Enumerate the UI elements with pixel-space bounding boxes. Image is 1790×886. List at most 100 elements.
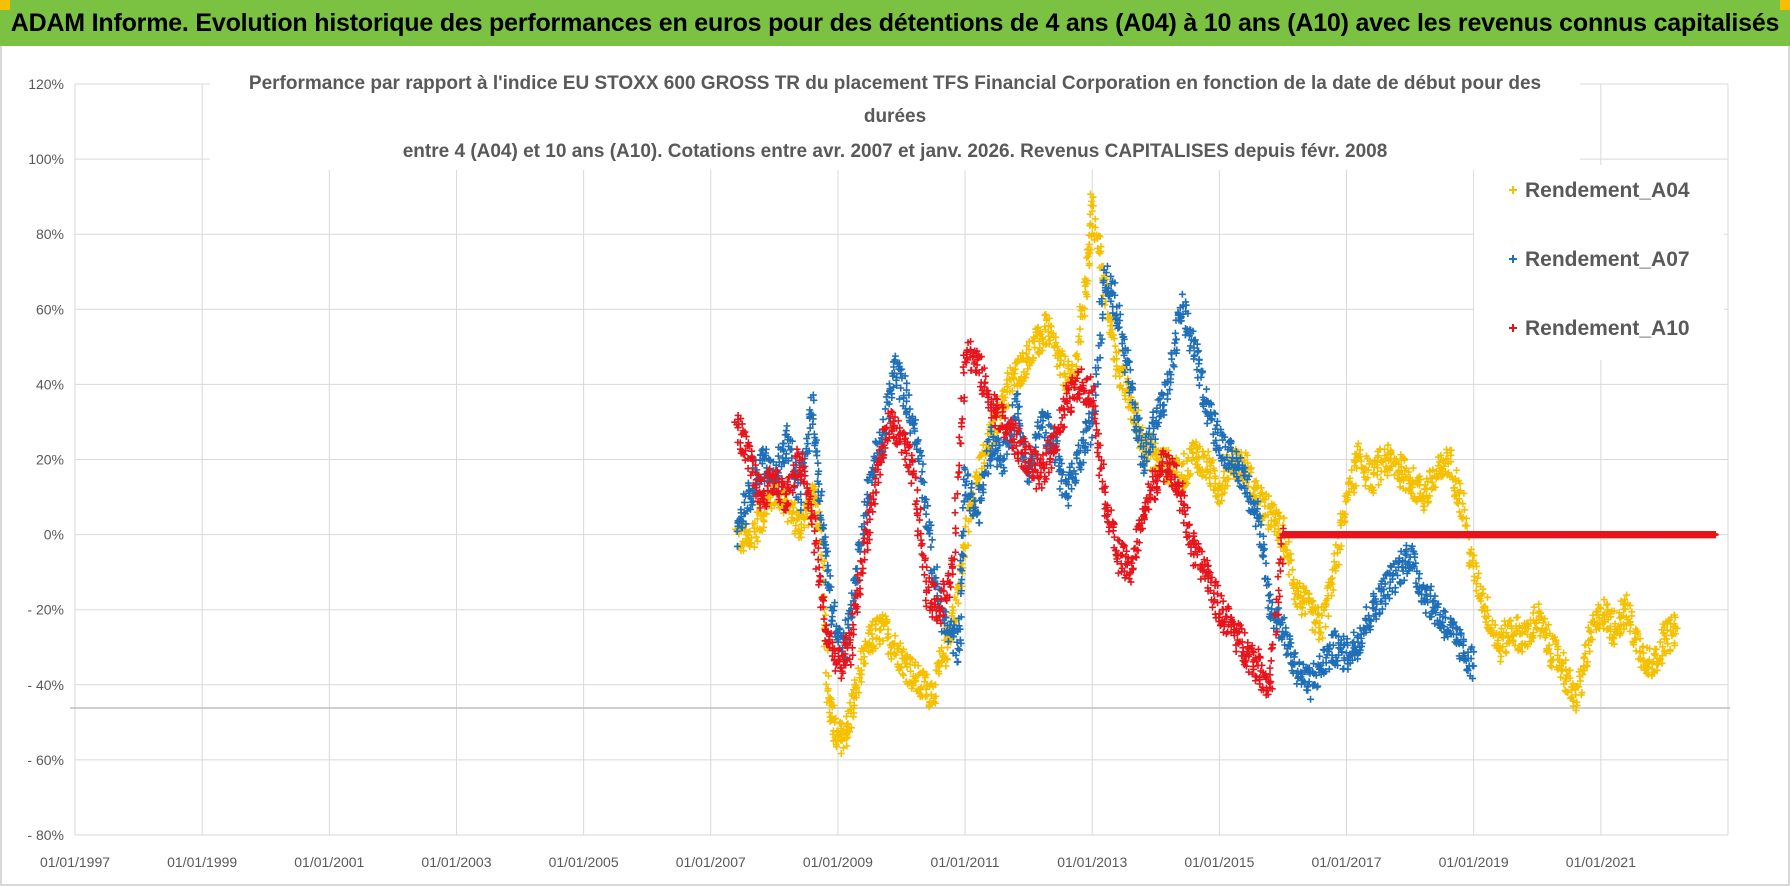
point-Rendement_A04	[1027, 359, 1035, 367]
point-Rendement_A07	[1376, 609, 1384, 617]
point-Rendement_A07	[908, 412, 916, 420]
point-Rendement_A10	[923, 563, 931, 571]
point-Rendement_A10	[1173, 491, 1181, 499]
point-Rendement_A04	[1214, 492, 1222, 500]
point-Rendement_A10	[815, 578, 823, 586]
point-Rendement_A10	[861, 526, 869, 534]
point-Rendement_A10	[820, 597, 828, 605]
point-Rendement_A10	[805, 487, 813, 495]
point-Rendement_A04	[1223, 482, 1231, 490]
point-Rendement_A04	[1315, 635, 1323, 643]
point-Rendement_A07	[1382, 600, 1390, 608]
point-Rendement_A10	[1140, 511, 1148, 519]
point-Rendement_A04	[1455, 495, 1463, 503]
point-Rendement_A04	[1085, 261, 1093, 269]
point-Rendement_A04	[932, 692, 940, 700]
point-Rendement_A04	[1072, 362, 1080, 370]
point-Rendement_A04	[1211, 472, 1219, 480]
point-Rendement_A07	[827, 620, 835, 628]
point-Rendement_A07	[993, 463, 1001, 471]
point-Rendement_A10	[874, 479, 882, 487]
point-Rendement_A07	[1246, 492, 1254, 500]
point-Rendement_A07	[984, 470, 992, 478]
point-Rendement_A04	[1081, 312, 1089, 320]
point-Rendement_A10	[759, 496, 767, 504]
point-Rendement_A10	[1258, 661, 1266, 669]
point-Rendement_A04	[1617, 629, 1625, 637]
point-Rendement_A07	[1206, 411, 1214, 419]
point-Rendement_A07	[914, 436, 922, 444]
point-Rendement_A07	[1402, 548, 1410, 556]
point-Rendement_A07	[879, 415, 887, 423]
point-Rendement_A07	[885, 400, 893, 408]
point-Rendement_A07	[1450, 618, 1458, 626]
point-Rendement_A04	[1524, 642, 1532, 650]
point-Rendement_A10	[1267, 657, 1275, 665]
point-Rendement_A07	[1168, 355, 1176, 363]
point-Rendement_A04	[1203, 466, 1211, 474]
point-Rendement_A07	[1245, 472, 1253, 480]
point-Rendement_A07	[1431, 592, 1439, 600]
point-Rendement_A04	[936, 647, 944, 655]
point-Rendement_A10	[1241, 629, 1249, 637]
point-Rendement_A07	[828, 617, 836, 625]
point-Rendement_A04	[1319, 634, 1327, 642]
point-Rendement_A04	[1390, 471, 1398, 479]
point-Rendement_A10	[1091, 402, 1099, 410]
point-Rendement_A10	[1021, 438, 1029, 446]
point-Rendement_A10	[854, 571, 862, 579]
point-Rendement_A10	[811, 515, 819, 523]
point-Rendement_A10	[742, 432, 750, 440]
point-Rendement_A10	[741, 447, 749, 455]
point-Rendement_A07	[1223, 453, 1231, 461]
point-Rendement_A04	[923, 692, 931, 700]
point-Rendement_A04	[938, 657, 946, 665]
point-Rendement_A07	[817, 491, 825, 499]
point-Rendement_A07	[870, 471, 878, 479]
point-Rendement_A04	[1536, 632, 1544, 640]
point-Rendement_A04	[1206, 474, 1214, 482]
point-Rendement_A04	[1058, 347, 1066, 355]
point-Rendement_A10	[1077, 365, 1085, 373]
point-Rendement_A07	[733, 527, 741, 535]
point-Rendement_A10	[1179, 488, 1187, 496]
point-Rendement_A10	[1095, 430, 1103, 438]
point-Rendement_A04	[1247, 464, 1255, 472]
point-Rendement_A04	[1516, 644, 1523, 652]
point-Rendement_A10	[1194, 540, 1202, 548]
point-Rendement_A10	[828, 638, 836, 646]
point-Rendement_A04	[1587, 628, 1595, 636]
point-Rendement_A07	[1098, 300, 1106, 308]
point-Rendement_A10	[957, 439, 965, 447]
point-Rendement_A10	[1053, 446, 1061, 454]
point-Rendement_A10	[1151, 495, 1159, 503]
point-Rendement_A10	[1264, 690, 1272, 698]
point-Rendement_A10	[1214, 599, 1222, 607]
point-Rendement_A04	[872, 621, 880, 629]
point-Rendement_A04	[944, 643, 952, 651]
point-Rendement_A04	[1607, 613, 1615, 621]
point-Rendement_A07	[1125, 358, 1133, 366]
point-Rendement_A10	[1146, 491, 1154, 499]
point-Rendement_A07	[779, 445, 787, 453]
point-Rendement_A10	[911, 500, 919, 508]
point-Rendement_A10	[1120, 567, 1128, 575]
point-Rendement_A07	[1434, 600, 1442, 608]
point-Rendement_A07	[1378, 605, 1386, 613]
point-Rendement_A10	[1275, 598, 1282, 606]
point-Rendement_A07	[1166, 386, 1174, 394]
point-Rendement_A10	[867, 501, 875, 509]
point-Rendement_A10	[834, 647, 842, 655]
point-Rendement_A04	[899, 671, 907, 679]
point-Rendement_A10	[860, 538, 868, 546]
point-Rendement_A07	[918, 452, 926, 460]
point-Rendement_A10	[1128, 565, 1136, 573]
point-Rendement_A04	[1317, 628, 1325, 636]
point-Rendement_A04	[1173, 468, 1181, 476]
point-Rendement_A04	[1661, 631, 1669, 639]
point-Rendement_A10	[993, 395, 1001, 403]
point-Rendement_A04	[822, 611, 830, 619]
point-Rendement_A10	[801, 472, 809, 480]
point-Rendement_A10	[1185, 521, 1193, 529]
point-Rendement_A04	[883, 634, 891, 642]
